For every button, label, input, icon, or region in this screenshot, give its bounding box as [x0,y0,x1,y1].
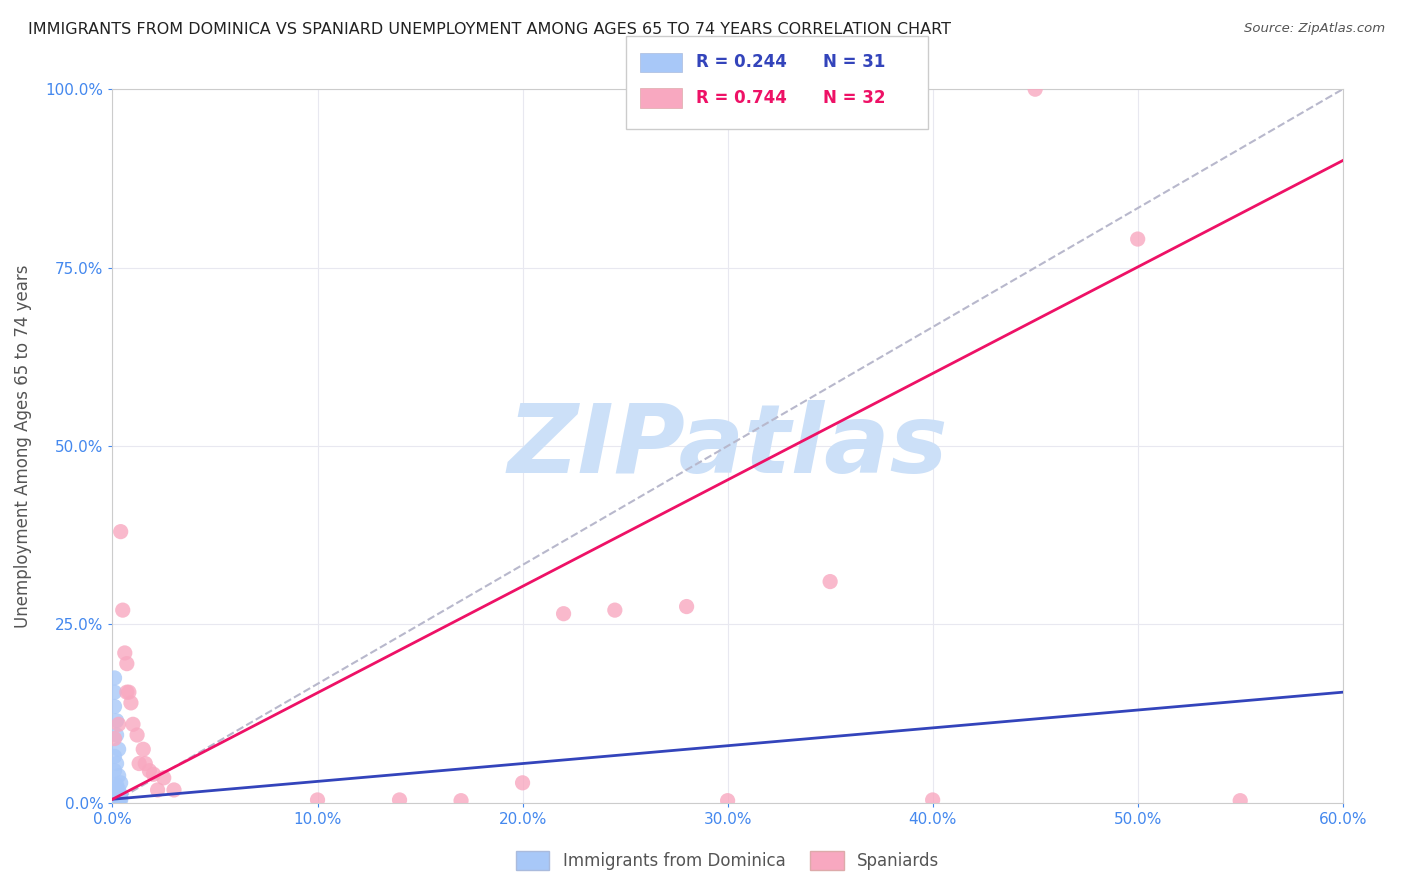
Point [818,574,841,589]
Point [1024,82,1046,96]
Point [512,776,534,790]
Point [675,599,697,614]
Point [388,793,411,807]
Point [103,699,125,714]
Point [105,795,128,809]
Point [107,769,129,783]
Point [103,764,125,778]
Legend: Immigrants from Dominica, Spaniards: Immigrants from Dominica, Spaniards [509,844,946,877]
Point [110,788,132,802]
Point [103,789,125,804]
Point [103,671,125,685]
Point [146,783,169,797]
Point [107,793,129,807]
Point [122,717,145,731]
Point [114,646,136,660]
Text: N = 32: N = 32 [823,89,884,107]
Point [450,794,472,808]
Point [103,685,125,699]
Point [105,789,128,804]
Point [127,728,149,742]
Point [1126,232,1149,246]
Point [103,792,125,806]
Point [717,794,740,808]
Point [105,794,128,808]
Point [103,731,125,746]
Point [603,603,626,617]
Point [105,787,128,801]
Point [163,783,186,797]
Point [1229,794,1251,808]
Text: R = 0.244: R = 0.244 [696,54,787,71]
Point [105,784,128,798]
Point [103,794,125,808]
Point [138,764,160,778]
Point [103,795,125,809]
Point [103,781,125,796]
Point [142,767,165,781]
Point [105,778,128,792]
Point [134,756,156,771]
Point [118,685,141,699]
Point [110,793,132,807]
Point [107,742,129,756]
Point [115,657,138,671]
Point [921,793,943,807]
Point [107,783,129,797]
Point [115,685,138,699]
Text: IMMIGRANTS FROM DOMINICA VS SPANIARD UNEMPLOYMENT AMONG AGES 65 TO 74 YEARS CORR: IMMIGRANTS FROM DOMINICA VS SPANIARD UNE… [28,22,950,37]
Point [553,607,575,621]
Point [103,749,125,764]
Text: ZIPatlas: ZIPatlas [508,400,948,492]
Point [110,524,132,539]
Point [152,771,174,785]
Text: N = 31: N = 31 [823,54,884,71]
Point [107,789,129,804]
Point [307,793,329,807]
Point [110,790,132,805]
Point [111,603,134,617]
Point [120,696,142,710]
Point [107,794,129,808]
Point [107,717,129,731]
Y-axis label: Unemployment Among Ages 65 to 74 years: Unemployment Among Ages 65 to 74 years [14,264,31,628]
Point [105,792,128,806]
Text: R = 0.744: R = 0.744 [696,89,787,107]
Point [132,742,155,756]
Point [103,787,125,801]
Point [128,756,150,771]
Point [105,714,128,728]
Point [110,776,132,790]
Point [105,756,128,771]
Point [105,728,128,742]
Text: Source: ZipAtlas.com: Source: ZipAtlas.com [1244,22,1385,36]
